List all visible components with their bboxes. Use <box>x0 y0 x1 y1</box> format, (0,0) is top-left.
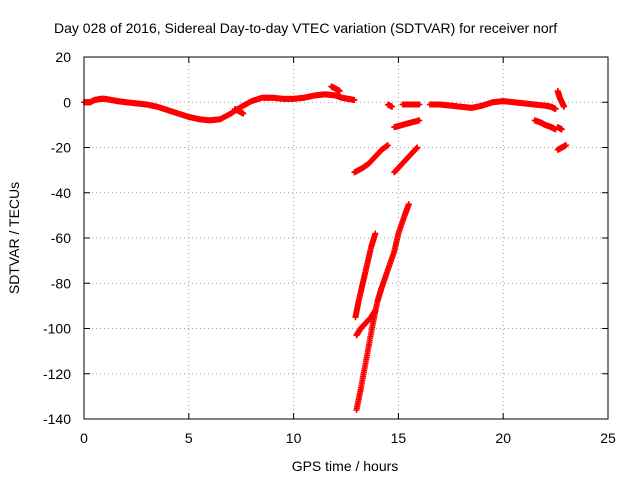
x-tick-label: 25 <box>600 430 616 446</box>
x-tick-label: 10 <box>286 430 302 446</box>
x-tick-label: 0 <box>80 430 88 446</box>
y-tick-label: -20 <box>51 140 71 156</box>
data-point <box>351 96 358 103</box>
y-tick-label: -120 <box>43 366 71 382</box>
y-tick-label: -40 <box>51 185 71 201</box>
data-point <box>416 101 423 108</box>
x-tick-label: 15 <box>391 430 407 446</box>
data-point <box>336 87 343 94</box>
data-point <box>558 126 565 133</box>
data-point <box>563 142 570 149</box>
y-tick-label: -140 <box>43 411 71 427</box>
plot-frame <box>83 56 609 420</box>
x-tick-label: 5 <box>185 430 193 446</box>
y-tick-label: 20 <box>55 49 71 65</box>
y-tick-label: -60 <box>51 230 71 246</box>
data-point <box>552 106 559 113</box>
data-point <box>414 144 421 151</box>
data-point <box>372 230 379 237</box>
data-point <box>560 103 567 110</box>
y-tick-label: 0 <box>63 94 71 110</box>
data-point <box>384 142 391 149</box>
x-axis-label: GPS time / hours <box>292 458 399 474</box>
ticks: 0 5 10 15 20 25 -140 -120 -100 -80 -60 -40 -20 0 20 <box>43 49 616 446</box>
y-tick-label: -80 <box>51 275 71 291</box>
y-tick-label: -100 <box>43 321 71 337</box>
y-axis-label: SDTVAR / TECUs <box>6 182 22 294</box>
data-points <box>81 83 570 413</box>
data-point <box>416 117 423 124</box>
data-point <box>240 110 247 117</box>
chart-title: Day 028 of 2016, Sidereal Day-to-day VTE… <box>54 20 557 36</box>
data-point <box>405 201 412 208</box>
data-point <box>389 103 396 110</box>
x-tick-label: 20 <box>495 430 511 446</box>
